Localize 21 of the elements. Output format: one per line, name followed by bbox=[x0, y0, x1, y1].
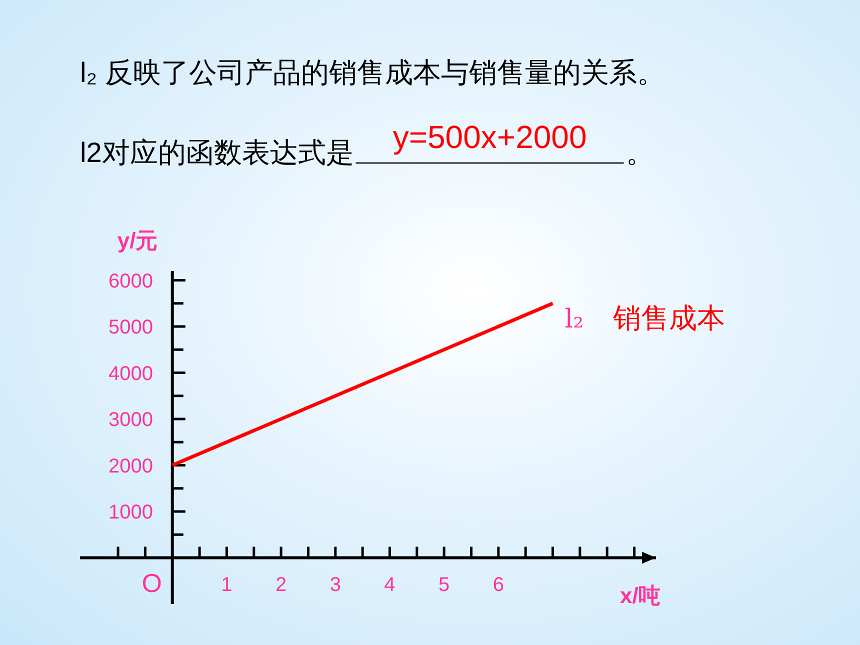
chart-subtitle: l2对应的函数表达式是 bbox=[80, 137, 354, 168]
y-axis-title: y/元 bbox=[117, 228, 158, 253]
y-tick-label: 4000 bbox=[108, 362, 153, 385]
y-tick-label: 5000 bbox=[108, 316, 153, 338]
annotation: O bbox=[142, 568, 162, 598]
annotation: l₂ bbox=[564, 304, 584, 334]
x-tick-label: 4 bbox=[384, 574, 396, 596]
x-tick-label: 6 bbox=[492, 574, 504, 596]
text: y=500x+2000 bbox=[392, 119, 587, 155]
x-axis-title: x/吨 bbox=[620, 583, 660, 608]
y-tick-label: 6000 bbox=[108, 270, 153, 292]
x-tick-label: 2 bbox=[275, 574, 287, 596]
text: 销售成本 bbox=[612, 302, 725, 334]
y-tick-label: 3000 bbox=[108, 409, 153, 431]
x-tick-label: 3 bbox=[330, 574, 341, 596]
x-tick-label: 1 bbox=[221, 574, 232, 596]
y-tick-label: 2000 bbox=[108, 455, 153, 478]
chart-title: l₂ 反映了公司产品的销售成本与销售量的关系。 bbox=[80, 57, 665, 88]
x-tick-label: 5 bbox=[438, 574, 450, 596]
text: 。 bbox=[626, 137, 654, 168]
y-tick-label: 1000 bbox=[108, 502, 153, 524]
